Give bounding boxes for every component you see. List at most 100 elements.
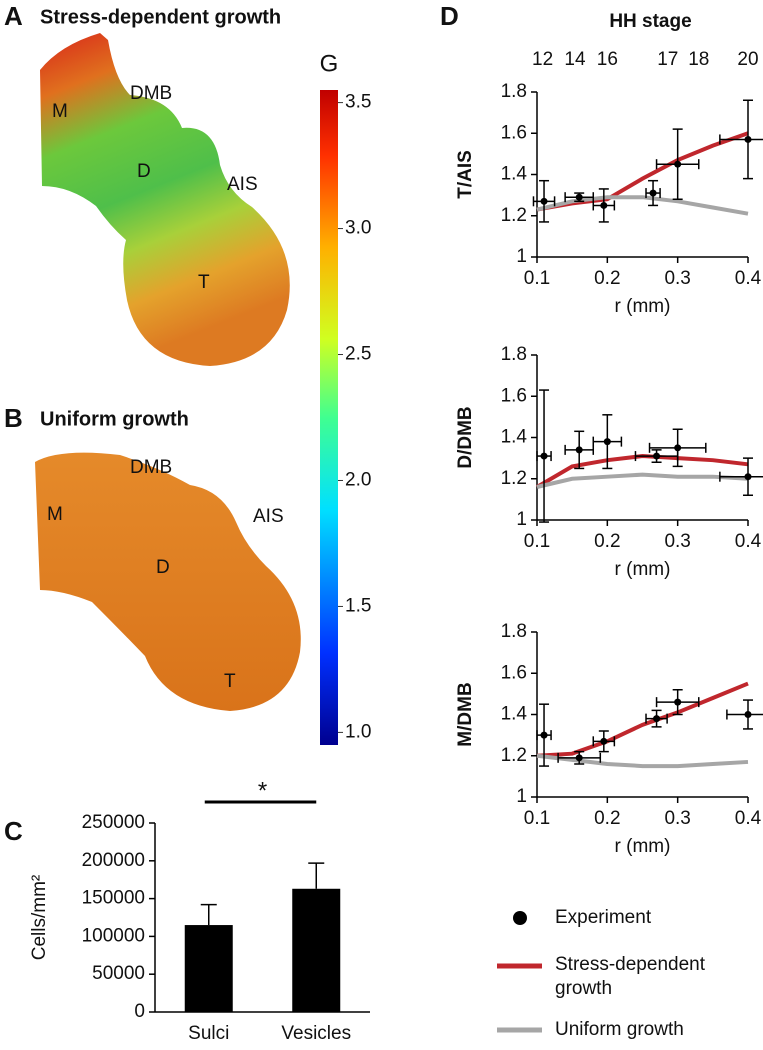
y-tick-label: 1.4 bbox=[501, 704, 528, 725]
x-tick-label: 0.2 bbox=[594, 808, 620, 829]
shape-label: M bbox=[52, 101, 68, 122]
x-axis-label: r (mm) bbox=[615, 836, 671, 857]
data-point bbox=[674, 698, 682, 706]
x-axis-label: r (mm) bbox=[615, 296, 671, 317]
x-tick-label: 0.2 bbox=[594, 531, 620, 552]
colorbar-tick-label: 2.5 bbox=[345, 344, 371, 365]
data-point bbox=[600, 201, 608, 209]
y-tick-label: 1.2 bbox=[501, 205, 527, 226]
colorbar-tick-label: 2.0 bbox=[345, 469, 371, 490]
shape-label: T bbox=[224, 671, 236, 692]
colorbar-tick-label: 3.5 bbox=[345, 92, 371, 113]
series-line bbox=[536, 195, 749, 216]
colorbar-tick-label: 1.0 bbox=[345, 721, 371, 742]
series-line bbox=[536, 472, 749, 489]
x2-tick-label: 17 bbox=[657, 49, 678, 70]
y-axis-label: Cells/mm² bbox=[29, 875, 50, 961]
y-tick-label: 1.6 bbox=[501, 662, 527, 683]
x-tick-label: Vesicles bbox=[281, 1023, 351, 1044]
bar bbox=[292, 888, 341, 1012]
legend-marker bbox=[513, 911, 527, 925]
colorbar bbox=[320, 90, 338, 745]
shape-label: DMB bbox=[130, 457, 172, 478]
x-tick-label: 0.4 bbox=[735, 808, 762, 829]
y-tick-label: 1.8 bbox=[501, 81, 527, 102]
series-line bbox=[535, 454, 749, 489]
shape-label: D bbox=[156, 557, 170, 578]
data-point bbox=[649, 189, 657, 197]
data-point bbox=[744, 711, 752, 718]
y-tick-label: 1.8 bbox=[501, 621, 527, 642]
x-tick-label: 0.2 bbox=[594, 268, 620, 289]
data-point bbox=[540, 197, 548, 205]
y-tick-label: 1.4 bbox=[501, 164, 528, 185]
data-point bbox=[575, 193, 583, 201]
data-point bbox=[744, 473, 752, 481]
y-axis-label: D/DMB bbox=[455, 406, 476, 468]
x-tick-label: 0.1 bbox=[524, 268, 550, 289]
shape-label: DMB bbox=[130, 83, 172, 104]
shape-label: AIS bbox=[253, 506, 284, 527]
data-point bbox=[653, 715, 661, 723]
colorbar-tick-label: 1.5 bbox=[345, 595, 371, 616]
x-tick-label: Sulci bbox=[188, 1023, 229, 1044]
x2-tick-label: 20 bbox=[737, 49, 758, 70]
shape-uniform bbox=[35, 452, 301, 711]
x-tick-label: 0.3 bbox=[664, 268, 690, 289]
legend-label: Experiment bbox=[555, 907, 652, 928]
shape-stress bbox=[40, 33, 290, 366]
x-tick-label: 0.1 bbox=[524, 531, 550, 552]
y-tick-label: 100000 bbox=[82, 925, 145, 946]
data-point bbox=[575, 446, 583, 454]
y-tick-label: 1.8 bbox=[501, 344, 527, 365]
x2-tick-label: 12 bbox=[532, 49, 553, 70]
x-tick-label: 0.3 bbox=[664, 808, 690, 829]
panel-title: Stress-dependent growth bbox=[40, 6, 281, 28]
panel-letter: C bbox=[4, 816, 23, 846]
x-tick-label: 0.4 bbox=[735, 531, 762, 552]
x2-axis-label: HH stage bbox=[609, 11, 691, 32]
series-line bbox=[536, 753, 749, 769]
y-tick-label: 0 bbox=[134, 1001, 145, 1022]
x2-tick-label: 16 bbox=[597, 49, 618, 70]
data-point bbox=[674, 160, 682, 168]
y-tick-label: 1 bbox=[516, 509, 527, 530]
panel-letter: D bbox=[440, 1, 459, 31]
y-tick-label: 250000 bbox=[82, 812, 145, 833]
bar bbox=[184, 925, 233, 1012]
y-axis-label: M/DMB bbox=[455, 682, 476, 746]
y-tick-label: 1.2 bbox=[501, 468, 527, 489]
colorbar-tick-label: 3.0 bbox=[345, 218, 371, 239]
y-tick-label: 1.4 bbox=[501, 427, 528, 448]
x2-tick-label: 14 bbox=[564, 49, 586, 70]
shape-label: D bbox=[137, 161, 151, 182]
data-point bbox=[674, 444, 682, 452]
panel-letter: B bbox=[4, 403, 23, 433]
shape-label: AIS bbox=[227, 174, 258, 195]
y-tick-label: 200000 bbox=[82, 850, 145, 871]
y-tick-label: 1 bbox=[516, 786, 527, 807]
y-tick-label: 50000 bbox=[92, 963, 145, 984]
y-axis-label: T/AIS bbox=[455, 150, 476, 199]
colorbar-title: G bbox=[320, 50, 339, 77]
panel-letter: A bbox=[4, 1, 23, 31]
y-tick-label: 1.6 bbox=[501, 385, 527, 406]
data-point bbox=[744, 135, 752, 143]
data-point bbox=[540, 731, 548, 739]
series-line bbox=[536, 681, 749, 758]
x-tick-label: 0.1 bbox=[524, 808, 550, 829]
x-axis-label: r (mm) bbox=[615, 559, 671, 580]
x2-tick-label: 18 bbox=[688, 49, 709, 70]
y-tick-label: 1.2 bbox=[501, 745, 527, 766]
series-line bbox=[536, 131, 749, 212]
legend-label: Uniform growth bbox=[555, 1019, 684, 1040]
shape-label: M bbox=[47, 504, 63, 525]
data-point bbox=[603, 438, 611, 446]
y-tick-label: 1 bbox=[516, 246, 527, 267]
significance-mark: * bbox=[258, 777, 267, 804]
x-tick-label: 0.3 bbox=[664, 531, 690, 552]
legend-label: Stress-dependent growth bbox=[555, 954, 705, 999]
y-tick-label: 1.6 bbox=[501, 122, 527, 143]
